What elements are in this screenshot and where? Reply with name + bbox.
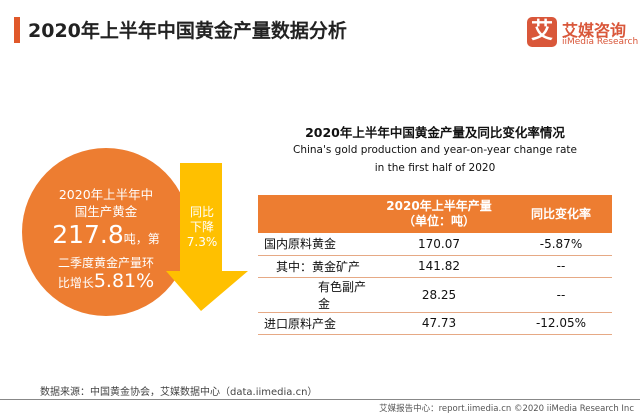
- highlight-value: 217.8吨，第: [52, 220, 160, 249]
- logo-text: 艾媒咨询: [562, 21, 627, 40]
- table-row: 有色副产金 28.25 --: [258, 277, 612, 313]
- data-table: 2020年上半年产量（单位：吨） 同比变化率 国内原料黄金 170.07 -5.87…: [258, 195, 612, 335]
- table-subtitle-2: in the first half of 2020: [374, 162, 496, 174]
- down-arrow-icon: [166, 163, 248, 311]
- highlight-growth: 比增长5.81%: [57, 270, 155, 292]
- logo-icon: 艾: [527, 17, 557, 47]
- table-row: 其中：黄金矿产 141.82 --: [258, 255, 612, 278]
- table-row: 进口原料产金 47.73 -12.05%: [258, 312, 612, 335]
- logo-subtext: iiMedia Research: [562, 37, 639, 47]
- data-source: 数据来源：中国黄金协会，艾媒数据中心（data.iimedia.cn）: [40, 387, 318, 398]
- highlight-circle: 2020年上半年中 国生产黄金 217.8吨，第 二季度黄金产量环 比增长5.81…: [22, 148, 190, 316]
- highlight-text: 2020年上半年中 国生产黄金: [58, 187, 154, 219]
- highlight-text-2: 二季度黄金产量环: [57, 256, 154, 270]
- page-title: 2020年上半年中国黄金产量数据分析: [28, 20, 347, 42]
- arrow-label: 同比 下降 7.3%: [186, 205, 218, 249]
- table-row: 国内原料黄金 170.07 -5.87%: [258, 233, 612, 256]
- table-title: 2020年上半年中国黄金产量及同比变化率情况: [305, 125, 565, 140]
- table-subtitle: China's gold production and year-on-year…: [293, 144, 577, 156]
- table-header: 2020年上半年产量（单位：吨） 同比变化率: [258, 195, 612, 233]
- footer-divider: [0, 399, 640, 400]
- title-accent-bar: [14, 17, 20, 43]
- copyright: 艾媒报告中心：report.iimedia.cn ©2020 iiMedia R…: [379, 404, 634, 414]
